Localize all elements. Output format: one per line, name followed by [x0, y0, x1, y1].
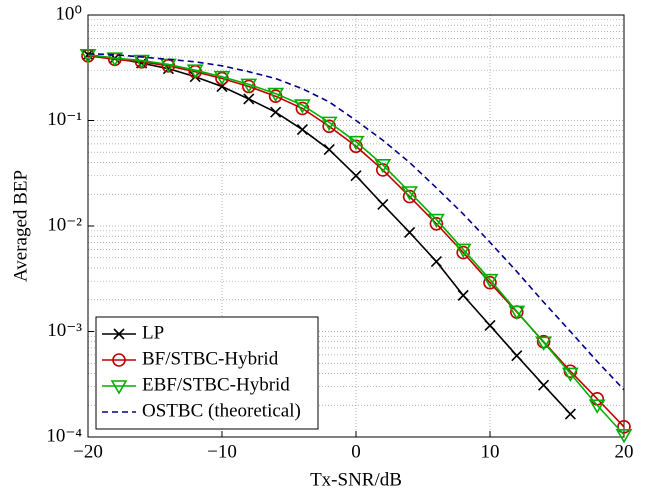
x-tick-label: 20 [615, 441, 634, 462]
marker [481, 273, 499, 289]
marker [483, 275, 497, 290]
legend-label: BF/STBC-Hybrid [142, 348, 279, 369]
marker [401, 186, 418, 201]
series [82, 49, 576, 420]
marker [538, 379, 550, 391]
series [87, 52, 625, 391]
x-tick-label: 10 [481, 441, 500, 462]
y-tick-label: 10⁻³ [47, 320, 82, 341]
marker [454, 243, 472, 258]
marker [564, 408, 576, 420]
marker [347, 135, 365, 151]
marker [323, 144, 335, 156]
series-line [87, 53, 625, 436]
marker [243, 93, 255, 105]
y-tick-label: 10⁻¹ [47, 109, 82, 130]
marker [535, 336, 552, 351]
marker [457, 289, 469, 301]
marker [428, 213, 445, 229]
marker [294, 99, 311, 114]
series-line [87, 52, 625, 391]
marker [267, 87, 284, 103]
marker [374, 159, 392, 174]
marker [615, 428, 633, 444]
legend-box [95, 316, 319, 430]
marker [350, 170, 362, 182]
marker [617, 419, 631, 434]
legend-label: LP [142, 322, 164, 343]
marker [79, 48, 97, 64]
marker [456, 245, 471, 260]
marker [484, 319, 496, 332]
legend-label: EBF/STBC-Hybrid [142, 374, 290, 395]
marker [186, 64, 204, 79]
marker [404, 226, 416, 238]
plot-frame [87, 14, 625, 438]
marker [106, 52, 124, 67]
marker [377, 198, 389, 211]
legend-marker [110, 380, 128, 395]
legend-marker [112, 353, 126, 367]
marker [296, 124, 308, 136]
x-tick-label: 0 [351, 441, 361, 462]
marker [429, 216, 444, 231]
legend-marker [113, 328, 125, 340]
y-axis-label: Averaged BEP [10, 170, 31, 282]
y-tick-label: 10⁻² [47, 214, 82, 235]
marker [320, 116, 338, 131]
marker [402, 189, 417, 204]
marker [511, 350, 523, 362]
marker [133, 54, 150, 70]
marker [562, 367, 579, 383]
marker [240, 78, 258, 93]
marker [508, 305, 526, 321]
marker [430, 256, 442, 268]
marker [213, 70, 231, 86]
y-tick-label: 10⁰ [55, 3, 82, 24]
series [79, 48, 633, 444]
x-tick-label: −20 [73, 441, 103, 462]
marker [588, 399, 606, 414]
marker [270, 106, 282, 118]
legend-label: OSTBC (theoretical) [142, 400, 301, 421]
y-tick-label: 10⁻⁴ [46, 425, 82, 446]
x-tick-label: −10 [207, 441, 237, 462]
x-axis-label: Tx-SNR/dB [310, 469, 402, 490]
